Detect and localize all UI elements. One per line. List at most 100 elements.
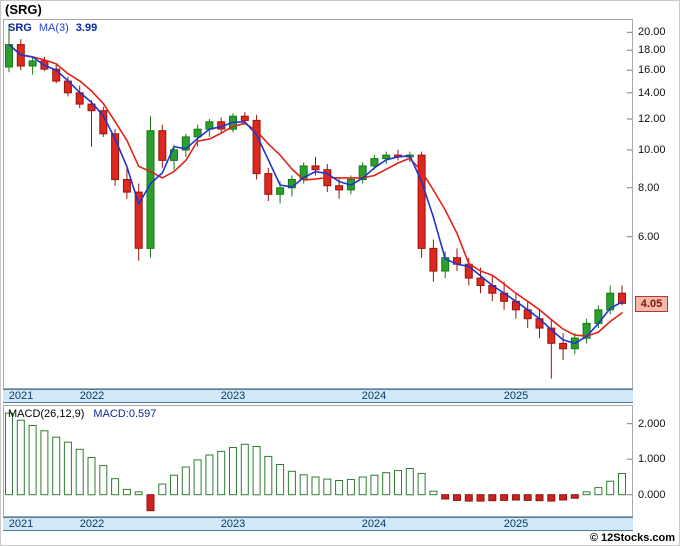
- macd-bar-positive: [429, 490, 438, 496]
- macd-bar-positive: [229, 447, 237, 496]
- candle-body: [476, 277, 485, 287]
- year-label: 2025: [503, 518, 529, 530]
- chart-legend: SRG MA(3) 3.99: [8, 22, 97, 34]
- macd-bar-positive: [606, 480, 615, 496]
- candlestick-chart-svg: [5, 24, 632, 379]
- macd-bar-positive: [394, 470, 402, 496]
- macd-bar-positive: [122, 488, 131, 496]
- candle-body: [181, 136, 190, 151]
- macd-bar-positive: [252, 446, 261, 496]
- candle-body: [311, 165, 320, 171]
- macd-y-axis: 2.000 1.000 0.000: [633, 405, 679, 531]
- legend-ma-label: MA(3): [38, 22, 69, 34]
- macd-bar-negative: [476, 494, 485, 502]
- watermark-link[interactable]: © 12Stocks.com: [589, 532, 675, 544]
- macd-bar-positive: [287, 470, 296, 496]
- price-axis-label: 6.00: [638, 231, 660, 243]
- candle-body: [146, 130, 155, 249]
- macd-axis-label: 0.000: [638, 489, 666, 501]
- year-label: 2023: [220, 390, 246, 402]
- macd-bar-negative: [500, 494, 509, 501]
- legend-ma-value: 3.99: [75, 22, 98, 34]
- ma-5--line: [8, 43, 623, 337]
- candle-body: [559, 342, 568, 350]
- candle-body: [547, 327, 556, 344]
- candle-body: [358, 165, 367, 180]
- macd-bar-positive: [5, 412, 13, 496]
- candle-body: [618, 292, 626, 304]
- price-axis-label: 12.00: [638, 113, 666, 125]
- price-axis-label: 10.00: [638, 144, 666, 156]
- macd-axis-label: 1.000: [638, 453, 666, 465]
- macd-bar-positive: [405, 468, 414, 496]
- macd-bar-positive: [28, 425, 37, 496]
- macd-bar-positive: [594, 487, 603, 496]
- price-y-axis: 4.05 20.00 18.00 16.00 14.00 12.00 10.00 8.00 6…: [633, 19, 679, 403]
- candle-body: [370, 158, 379, 167]
- price-axis-label: 14.00: [638, 87, 666, 99]
- ma-3--line: [8, 43, 623, 345]
- macd-bar-positive: [346, 479, 355, 496]
- candles: [5, 24, 626, 379]
- candle-body: [240, 115, 249, 121]
- macd-bar-positive: [358, 476, 367, 496]
- macd-bar-negative: [535, 494, 544, 502]
- page-title: (SRG): [5, 2, 42, 17]
- year-label: 2021: [8, 390, 34, 402]
- candle-body: [193, 128, 202, 138]
- price-axis-label: 8.00: [638, 182, 660, 194]
- macd-bar-negative: [464, 494, 473, 502]
- macd-bar-positive: [276, 464, 285, 496]
- year-label: 2022: [79, 518, 105, 530]
- macd-value: MACD:0.597: [93, 408, 157, 420]
- macd-bar-negative: [523, 494, 532, 501]
- year-label: 2023: [220, 518, 246, 530]
- macd-header: MACD(26,12,9) MACD:0.597: [8, 408, 156, 420]
- macd-bar-positive: [240, 443, 249, 496]
- macd-bar-positive: [111, 478, 120, 496]
- macd-bar-positive: [170, 474, 178, 496]
- candle-body: [417, 154, 426, 249]
- macd-panel: MACD(26,12,9) MACD:0.597: [3, 405, 633, 517]
- legend-symbol: SRG: [8, 22, 32, 34]
- macd-bar-negative: [146, 494, 155, 512]
- macd-bar-negative: [547, 494, 556, 502]
- macd-bar-positive: [582, 491, 591, 496]
- candle-body: [264, 173, 273, 195]
- price-x-axis-band: 2021 2022 2023 2024 2025: [3, 389, 633, 403]
- year-label: 2021: [8, 518, 34, 530]
- candle-body: [158, 130, 167, 161]
- macd-bar-negative: [511, 494, 520, 501]
- candle-body: [52, 68, 61, 82]
- year-label: 2022: [79, 390, 105, 402]
- macd-bar-negative: [488, 494, 497, 502]
- candle-body: [582, 322, 591, 339]
- macd-bar-positive: [158, 483, 167, 496]
- macd-bar-positive: [87, 457, 96, 496]
- macd-bar-positive: [193, 459, 202, 496]
- candle-body: [335, 185, 344, 191]
- macd-bar-positive: [311, 476, 320, 496]
- macd-bar-positive: [382, 472, 391, 496]
- year-label: 2025: [503, 390, 529, 402]
- macd-bar-positive: [299, 474, 308, 496]
- price-axis-label: 18.00: [638, 44, 666, 56]
- candle-body: [111, 133, 120, 181]
- macd-x-axis-band: 2021 2022 2023 2024 2025: [3, 517, 633, 531]
- year-label: 2024: [361, 390, 387, 402]
- last-price-tag: 4.05: [635, 296, 668, 312]
- macd-bar-positive: [417, 472, 426, 496]
- candle-body: [122, 179, 131, 193]
- candle-body: [429, 247, 438, 272]
- macd-bar-positive: [99, 465, 108, 496]
- macd-bar-positive: [335, 480, 344, 496]
- macd-bar-positive: [264, 455, 273, 496]
- candle-body: [382, 154, 391, 160]
- macd-bar-positive: [63, 441, 72, 496]
- price-axis-label: 20.00: [638, 26, 666, 38]
- macd-bar-negative: [453, 494, 461, 501]
- macd-histogram-svg: [5, 412, 632, 512]
- candle-body: [252, 119, 261, 175]
- candle-body: [28, 60, 37, 67]
- macd-bar-positive: [75, 448, 84, 496]
